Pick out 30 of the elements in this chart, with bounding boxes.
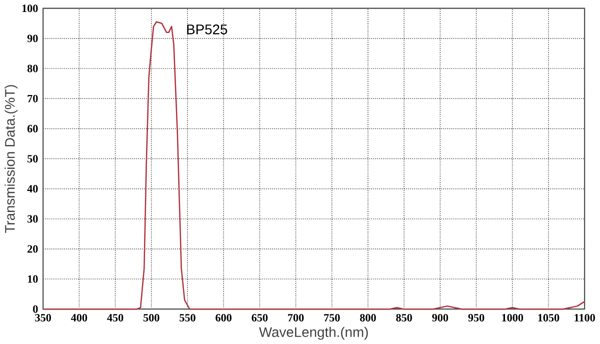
- annotation: BP525: [187, 24, 228, 34]
- y-tick-label: 40: [27, 184, 38, 192]
- y-tick-label: 100: [22, 4, 38, 12]
- x-tick-label: 550: [180, 314, 196, 322]
- y-tick-label: 50: [28, 154, 38, 162]
- x-tick-label: 1000: [502, 314, 524, 322]
- x-tick-label: 400: [71, 314, 88, 322]
- y-tick-label: 0: [33, 305, 38, 313]
- x-axis-title: WaveLength.(nm): [259, 326, 368, 340]
- x-tick-label: 800: [360, 314, 376, 322]
- y-tick-label: 70: [28, 94, 38, 102]
- x-tick-label: 1050: [538, 314, 560, 322]
- y-tick-label: 30: [27, 214, 38, 222]
- x-tick-label: 350: [35, 314, 51, 322]
- y-tick-label: 60: [27, 124, 38, 132]
- x-tick-label: 500: [143, 314, 160, 322]
- x-tick-label: 950: [468, 314, 484, 322]
- x-tick-label: 700: [288, 314, 304, 322]
- x-tick-label: 650: [252, 314, 268, 322]
- x-tick-label: 600: [216, 314, 232, 322]
- x-tick-label: 850: [396, 314, 412, 322]
- y-tick-label: 90: [27, 34, 38, 42]
- x-tick-label: 750: [324, 314, 340, 322]
- x-tick-label: 1100: [574, 314, 595, 322]
- y-axis-title: Transmission Data.(%T): [4, 84, 18, 233]
- y-tick-label: 20: [28, 245, 38, 252]
- x-tick-label: 450: [107, 314, 124, 322]
- y-tick-label: 10: [28, 275, 38, 283]
- y-tick-label: 80: [27, 64, 38, 72]
- x-tick-label: 900: [432, 314, 448, 322]
